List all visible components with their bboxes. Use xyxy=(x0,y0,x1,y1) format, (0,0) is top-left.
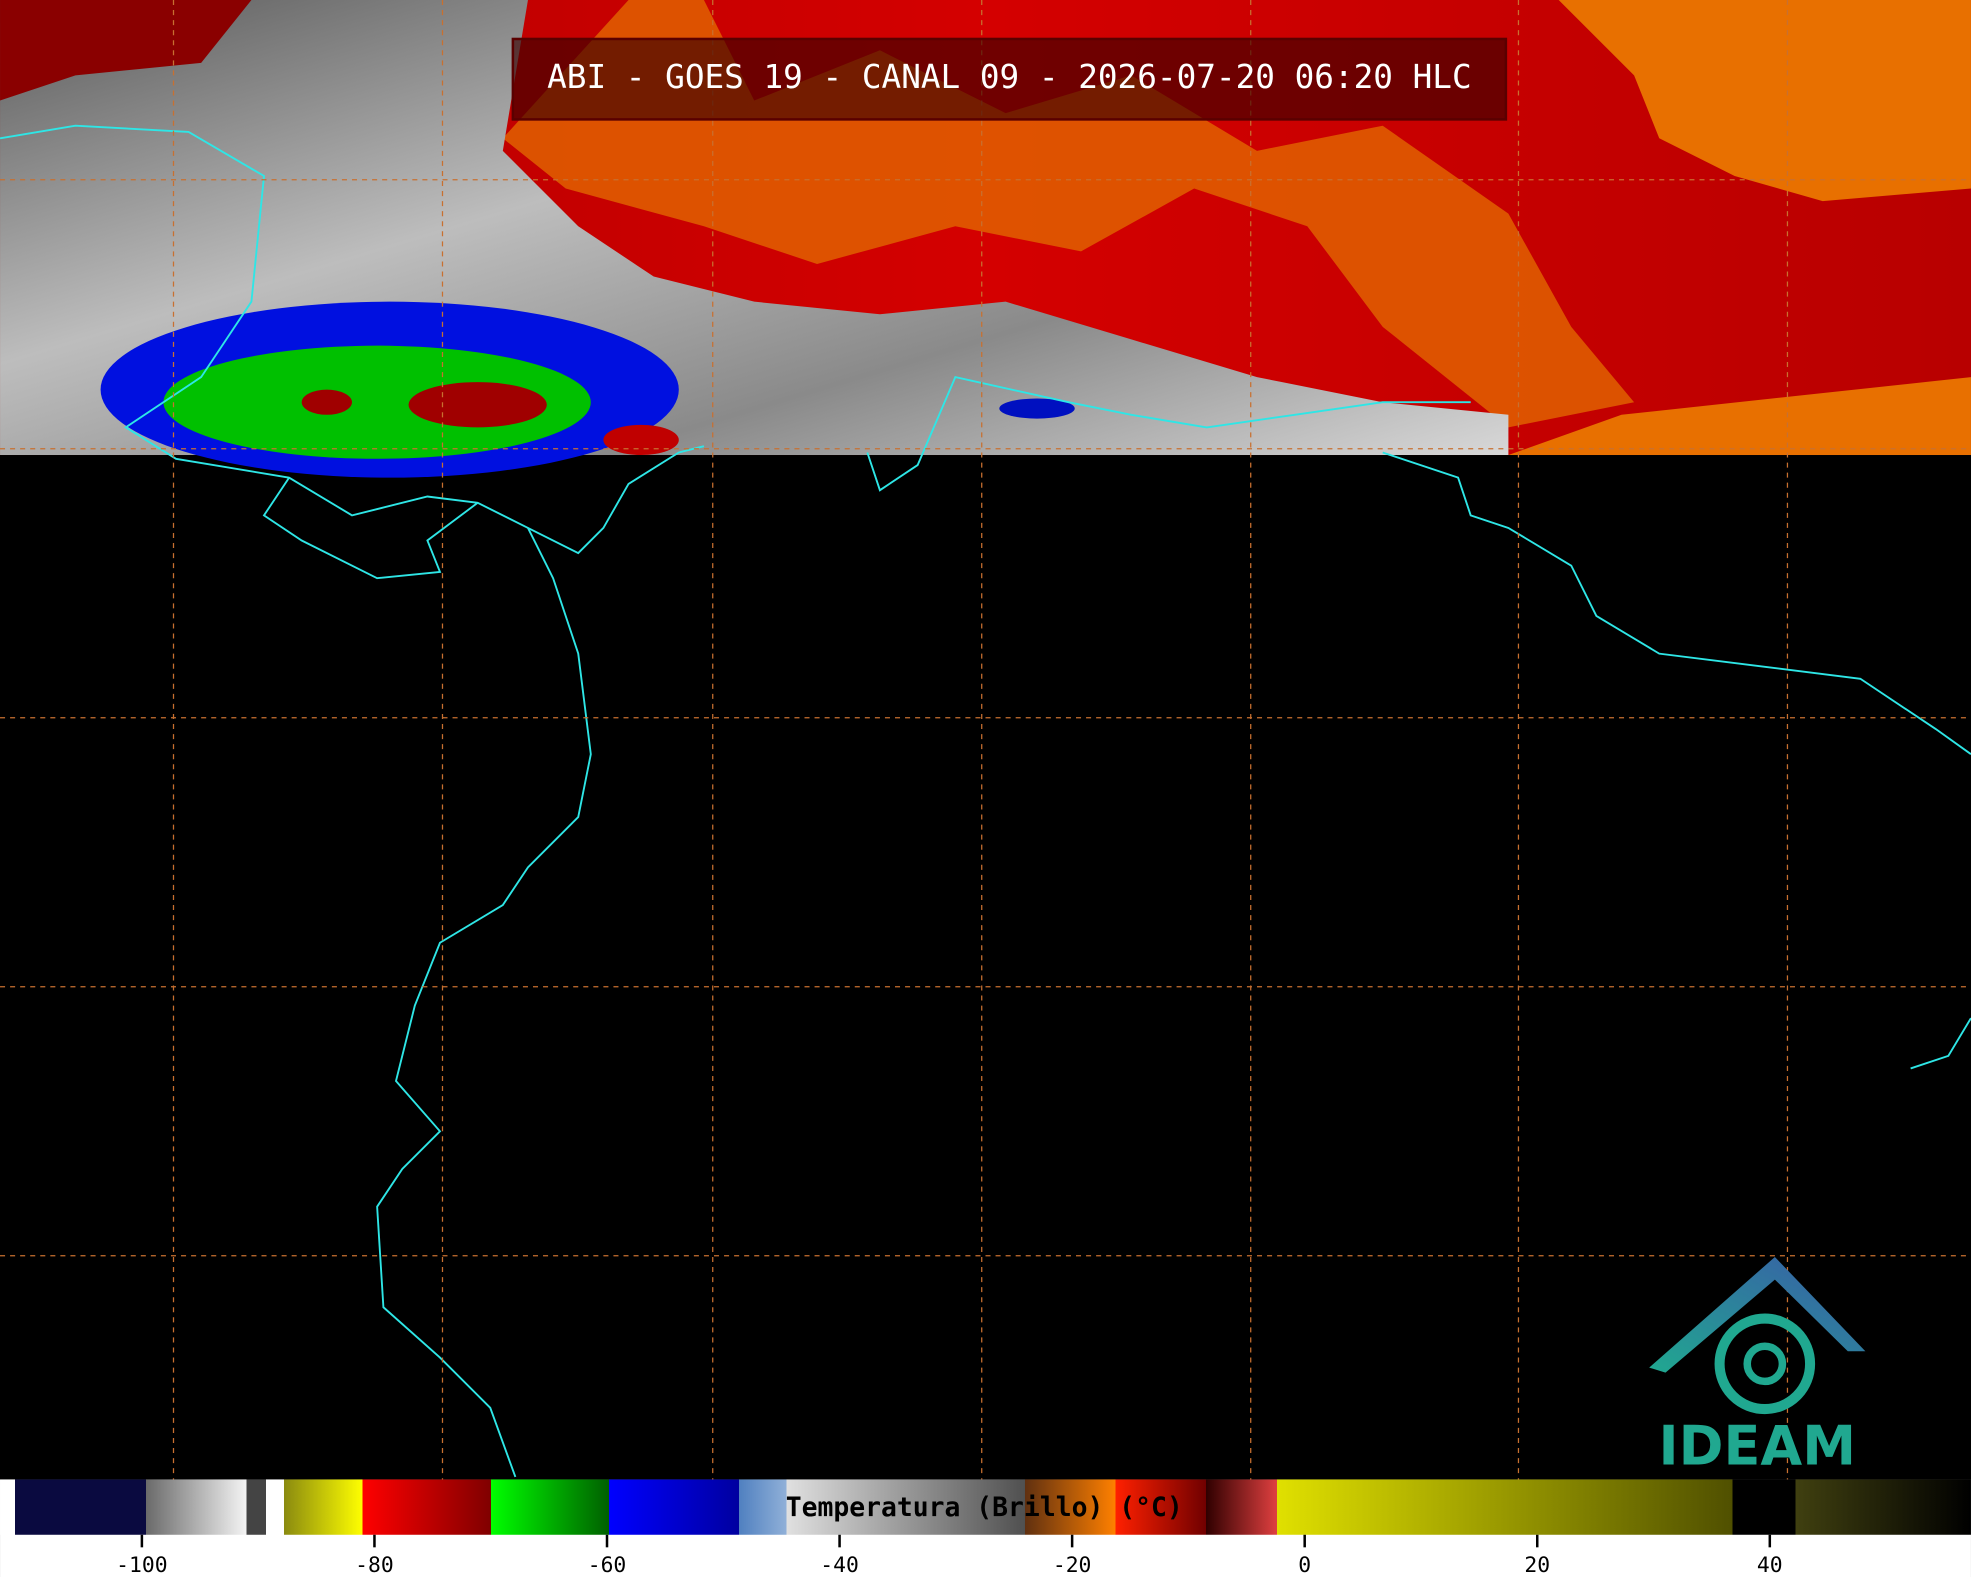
tick-label: -20 xyxy=(1053,1553,1092,1577)
tick-label: 20 xyxy=(1524,1553,1550,1577)
tick-label: -40 xyxy=(820,1553,859,1577)
title: ABI - GOES 19 - CANAL 09 - 2026-07-20 06… xyxy=(547,58,1472,96)
tick-label: 40 xyxy=(1757,1553,1783,1577)
coastlines xyxy=(0,124,1971,1478)
title-box xyxy=(511,37,1508,121)
logo-text: IDEAM xyxy=(1659,1414,1856,1477)
tick-label: -80 xyxy=(355,1553,394,1577)
logo: IDEAM xyxy=(1649,1256,1866,1477)
tick-label: -60 xyxy=(588,1553,627,1577)
tick-label: -100 xyxy=(116,1553,167,1577)
satellite-imagery xyxy=(0,0,1971,478)
colorbar-label: Temperatura (Brillo) (°C) xyxy=(786,1493,1183,1523)
graticule xyxy=(0,0,1971,1480)
colorbar xyxy=(0,1479,1971,1535)
colorbar-ticks: -100 -80 -60 -40 -20 0 20 40 xyxy=(116,1534,1783,1577)
tick-label: 0 xyxy=(1298,1553,1311,1577)
